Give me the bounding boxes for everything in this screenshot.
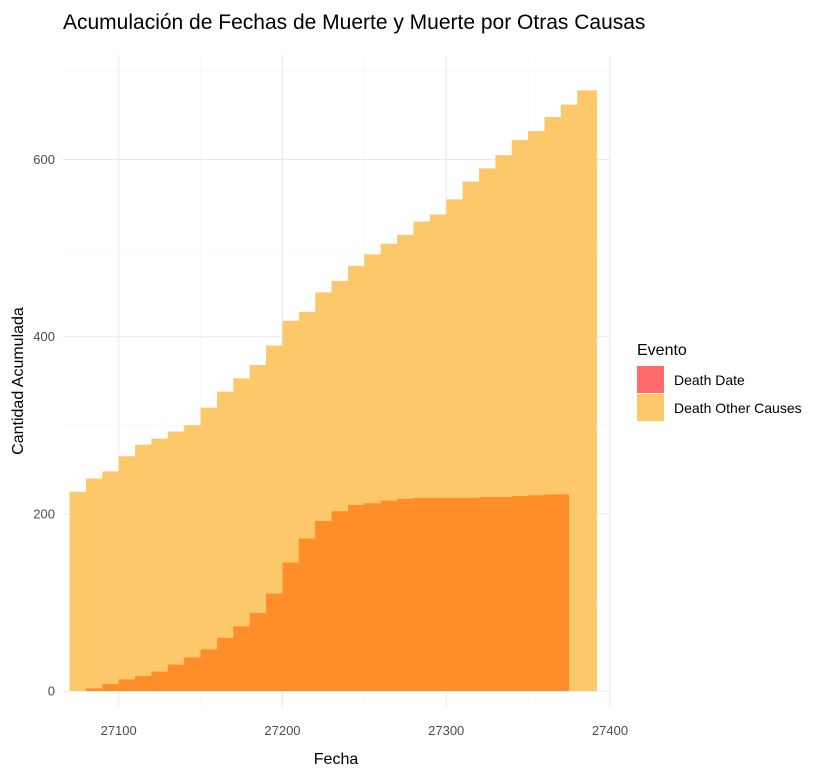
y-tick-label: 400: [33, 329, 55, 344]
plot-areas: [69, 70, 597, 692]
x-tick-label: 27300: [428, 723, 464, 738]
chart-title: Acumulación de Fechas de Muerte y Muerte…: [63, 11, 645, 34]
legend-label: Death Date: [674, 372, 745, 388]
x-axis-title: Fecha: [314, 751, 359, 768]
area-death-date: [69, 493, 570, 692]
legend-label: Death Other Causes: [674, 400, 802, 416]
y-tick-label: 0: [48, 684, 55, 699]
axis-ticks: 27100 27200 27300 27400 0 200 400 600: [33, 152, 628, 738]
x-tick-label: 27400: [592, 723, 628, 738]
legend: Evento Death Date Death Other Causes: [637, 342, 802, 421]
legend-key: [637, 394, 664, 421]
legend-entries: Death Date Death Other Causes: [637, 366, 802, 421]
legend-title: Evento: [637, 342, 687, 359]
y-tick-label: 600: [33, 152, 55, 167]
y-tick-label: 200: [33, 506, 55, 521]
y-axis-title: Cantidad Acumulada: [10, 307, 27, 455]
x-tick-label: 27200: [264, 723, 300, 738]
x-tick-label: 27100: [101, 723, 137, 738]
legend-key: [637, 366, 664, 393]
